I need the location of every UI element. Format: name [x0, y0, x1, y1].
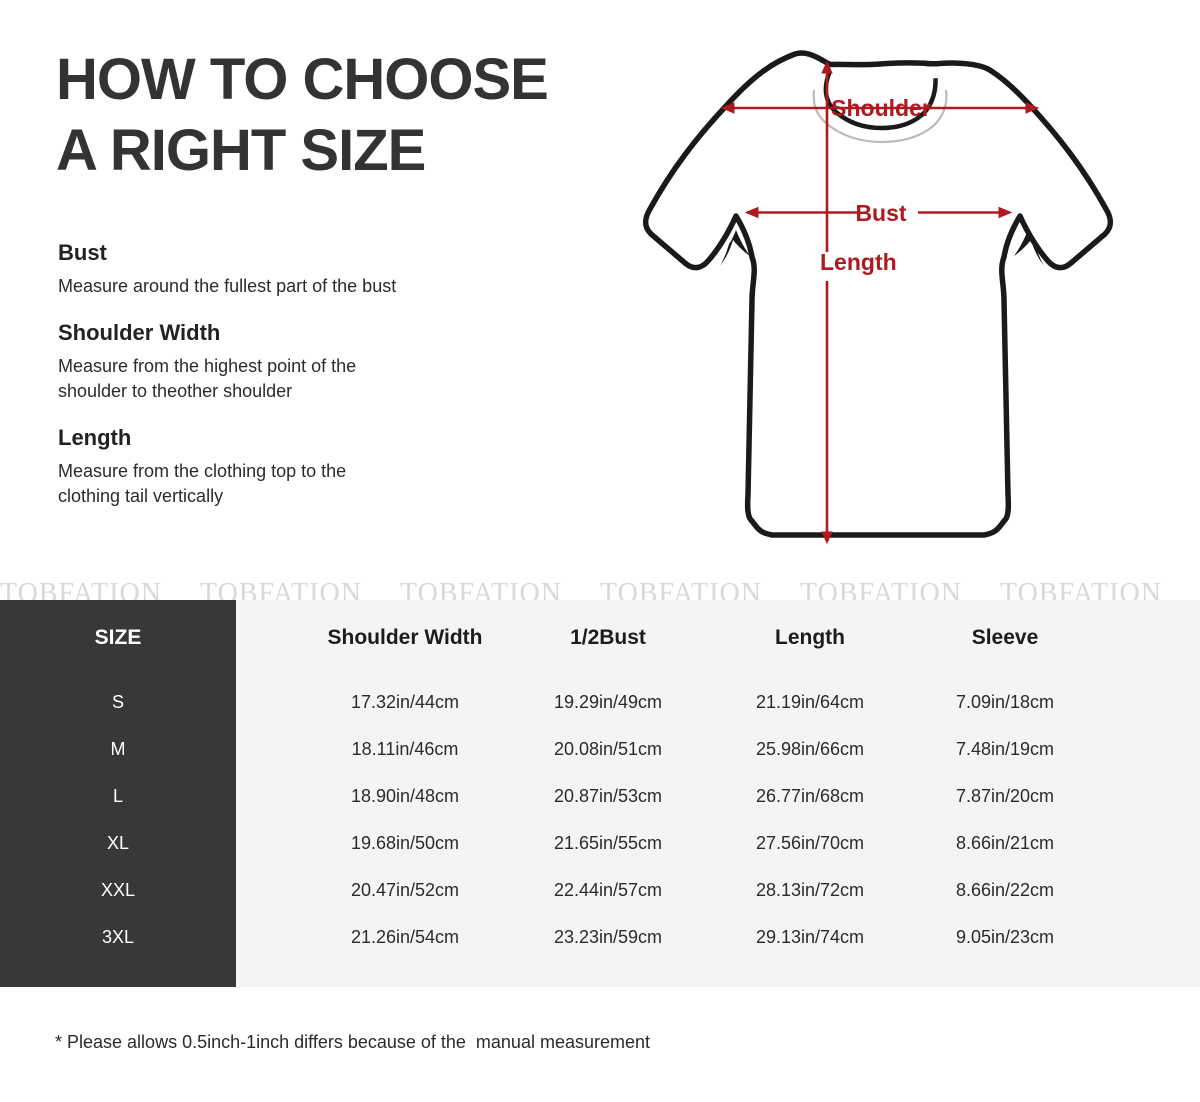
svg-text:Shoulder: Shoulder: [831, 95, 931, 121]
svg-text:Length: Length: [820, 249, 897, 275]
svg-text:Bust: Bust: [855, 200, 906, 226]
